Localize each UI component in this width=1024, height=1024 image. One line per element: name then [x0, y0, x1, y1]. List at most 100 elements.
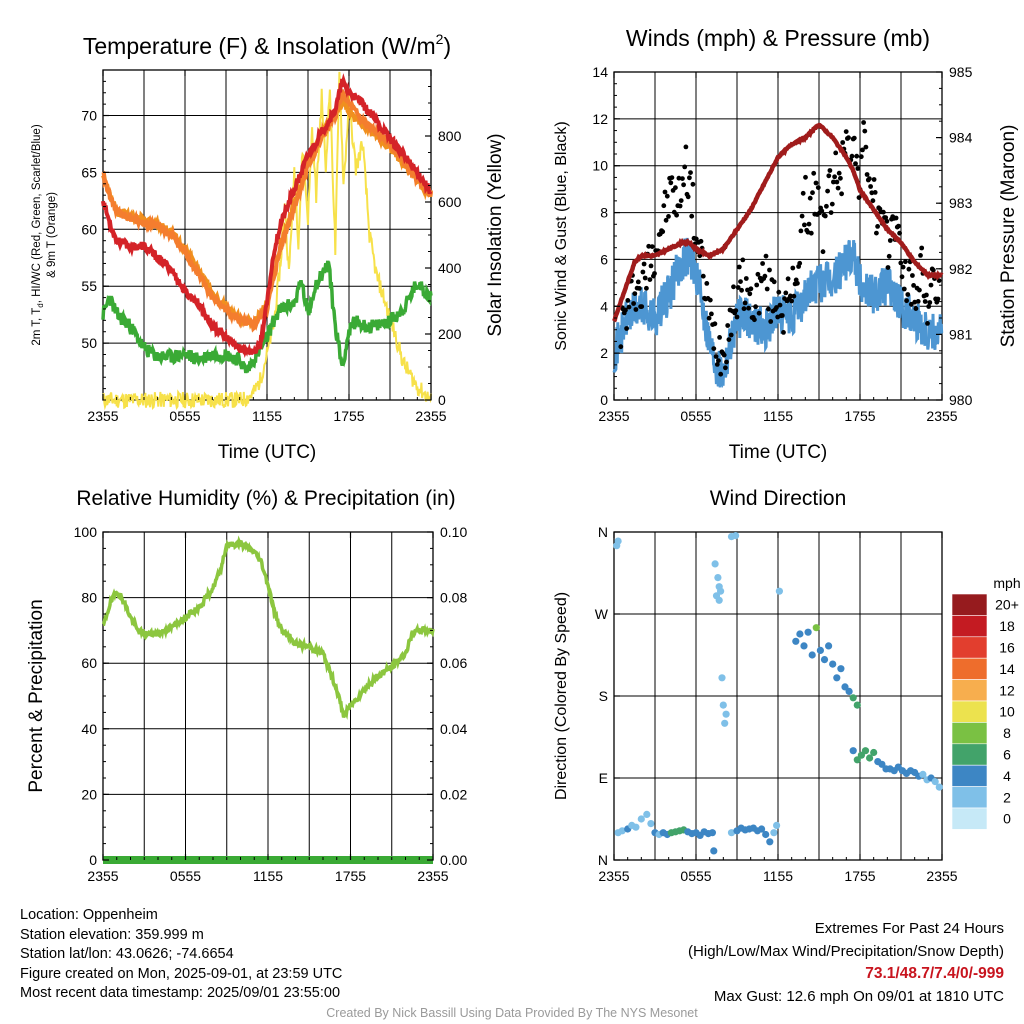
- direction-point: [845, 687, 853, 696]
- y-tick-label-right: 980: [949, 392, 973, 408]
- x-tick-label: 1755: [844, 408, 875, 424]
- gust-point: [825, 188, 830, 194]
- gust-point: [896, 223, 901, 229]
- legend-label: 16: [999, 640, 1015, 656]
- gust-point: [886, 253, 892, 259]
- direction-point: [721, 719, 729, 727]
- y-tick-label-right: 0.06: [440, 655, 467, 671]
- y-tick-label-left: 0: [600, 392, 608, 408]
- gust-point: [661, 203, 667, 209]
- gust-point: [725, 323, 731, 328]
- y-tick-label-left: 55: [81, 278, 97, 294]
- legend-swatch: [951, 615, 988, 638]
- gust-point: [753, 304, 758, 310]
- y-tick-label-right: 0.04: [440, 721, 467, 737]
- gust-point: [843, 129, 849, 135]
- gust-point: [687, 175, 692, 181]
- x-tick-label: 2355: [598, 868, 629, 884]
- gust-point: [740, 257, 746, 263]
- gust-point: [798, 228, 804, 234]
- direction-point: [935, 783, 943, 791]
- gust-point: [901, 286, 907, 292]
- gust-point: [704, 281, 710, 286]
- gust-point: [881, 209, 886, 215]
- gust-point: [766, 306, 771, 312]
- direction-point: [775, 587, 784, 595]
- winds-title: Winds (mph) & Pressure (mb): [626, 25, 930, 51]
- legend-swatch: [951, 679, 988, 702]
- gust-point: [728, 332, 734, 338]
- gust-point: [763, 253, 769, 259]
- gust-point: [813, 180, 819, 186]
- gust-point: [625, 298, 631, 303]
- y-tick-label-right: 0.02: [440, 786, 467, 802]
- legend-swatch: [951, 764, 988, 787]
- legend-swatch: [951, 657, 988, 680]
- y-tick-label-left: 4: [600, 298, 608, 314]
- gust-point: [689, 213, 695, 219]
- gust-point: [721, 352, 727, 358]
- gust-point: [919, 245, 925, 251]
- gust-point: [904, 298, 909, 304]
- gust-point: [851, 135, 857, 141]
- gust-point: [781, 330, 786, 335]
- gust-point: [885, 265, 891, 270]
- x-tick-label: 2355: [598, 408, 629, 424]
- direction-point: [637, 815, 645, 823]
- gust-point: [774, 305, 779, 310]
- y-tick-label-right: 800: [438, 128, 462, 144]
- y-tick-label-right: 984: [949, 130, 973, 146]
- pressure-line: [612, 122, 944, 323]
- legend-label: 12: [999, 682, 1015, 698]
- direction-grid: [614, 532, 942, 860]
- gust-point: [631, 301, 636, 306]
- gust-point: [893, 215, 899, 221]
- gust-point: [853, 161, 858, 167]
- gust-point: [669, 175, 675, 181]
- gust-point: [849, 153, 855, 159]
- direction-title: Wind Direction: [710, 487, 847, 510]
- gust-point: [838, 175, 843, 181]
- direction-point: [708, 829, 717, 837]
- direction-point: [812, 624, 820, 632]
- x-tick-label: 2355: [417, 868, 448, 884]
- gust-point: [760, 261, 765, 266]
- gust-point: [724, 359, 729, 365]
- legend-swatch: [951, 807, 988, 830]
- gust-point: [795, 280, 800, 286]
- gust-point: [734, 314, 740, 320]
- legend-label: 6: [1003, 747, 1011, 763]
- gust-point: [826, 173, 832, 179]
- direction-panel: Wind Direction 2355 0555 1155 1755 2355NESWN…: [553, 487, 1021, 884]
- gust-point: [733, 308, 739, 313]
- direction-point: [853, 756, 861, 764]
- gust-point: [662, 189, 668, 195]
- gust-point: [618, 344, 624, 350]
- gust-point: [862, 128, 868, 134]
- temperature-panel: Temperature (F) & Insolation (W/m2) 2355…: [31, 31, 506, 463]
- gust-point: [855, 166, 861, 171]
- winds-axes: 2355 0555 1155 1755 235502468101214980981982…: [592, 64, 972, 424]
- gust-point: [663, 217, 669, 223]
- gust-point: [714, 362, 720, 367]
- y-tick-label-right: 0.00: [440, 852, 467, 868]
- gust-point: [803, 174, 808, 180]
- gust-point: [897, 230, 902, 236]
- direction-point: [762, 830, 770, 839]
- gust-point: [828, 210, 834, 216]
- extremes-subtitle: (High/Low/Max Wind/Precipitation/Snow De…: [688, 942, 1004, 960]
- gust-point: [742, 300, 748, 306]
- gust-point: [815, 185, 821, 191]
- gust-point: [674, 212, 679, 218]
- gust-point: [723, 365, 728, 371]
- gust-point: [644, 285, 649, 291]
- gust-point: [685, 194, 691, 200]
- y-tick-label-right: 0.10: [440, 524, 467, 540]
- gust-point: [870, 198, 876, 204]
- gust-point: [791, 293, 797, 299]
- gust-point: [726, 337, 732, 342]
- gust-point: [716, 358, 721, 363]
- winds-panel: Winds (mph) & Pressure (mb) 2355 0555 1155…: [553, 25, 1019, 463]
- gust-point: [676, 175, 682, 181]
- direction-point: [614, 537, 622, 545]
